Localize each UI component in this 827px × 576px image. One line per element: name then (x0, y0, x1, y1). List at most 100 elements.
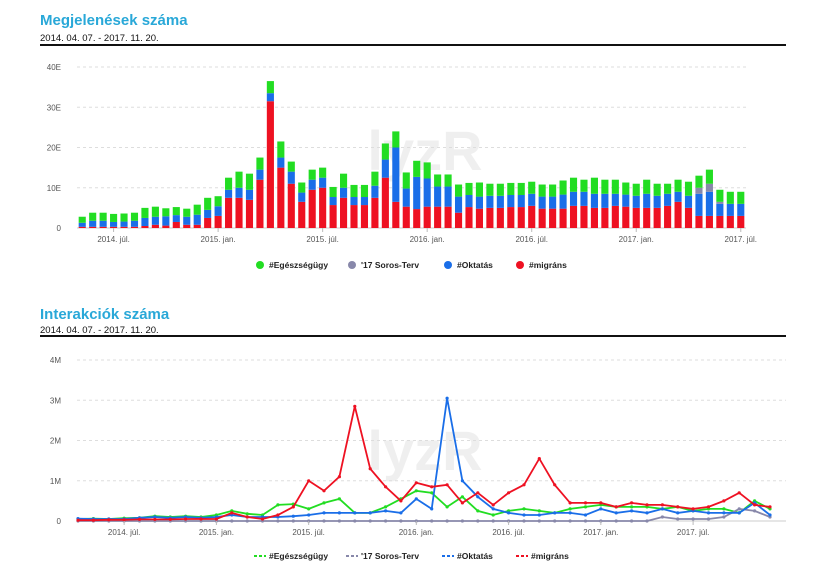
bar-migr-ns[interactable] (402, 206, 410, 228)
bar-migr-ns[interactable] (674, 201, 682, 228)
point-migr-ns[interactable] (307, 479, 311, 483)
bar-eg-szs-g-gy[interactable] (695, 175, 703, 188)
bar-eg-szs-g-gy[interactable] (517, 182, 525, 195)
bar-migr-ns[interactable] (580, 205, 588, 228)
point-oktat-s[interactable] (399, 511, 403, 515)
bar-eg-szs-g-gy[interactable] (256, 157, 264, 170)
bar-oktat-s[interactable] (193, 214, 201, 225)
bar-migr-ns[interactable] (496, 207, 504, 229)
point-oktat-s[interactable] (460, 479, 464, 483)
bar-migr-ns[interactable] (465, 207, 473, 228)
bar-eg-szs-g-gy[interactable] (549, 184, 557, 197)
point-eg-szs-g-gy[interactable] (522, 507, 526, 511)
bar-eg-szs-g-gy[interactable] (99, 212, 107, 221)
bar-oktat-s[interactable] (569, 191, 578, 206)
bar-migr-ns[interactable] (350, 205, 358, 228)
bar-migr-ns[interactable] (371, 197, 379, 228)
point-migr-ns[interactable] (522, 483, 526, 487)
bar-oktat-s[interactable] (360, 197, 369, 206)
point-17-soros-terv[interactable] (430, 519, 434, 523)
bar-oktat-s[interactable] (465, 195, 473, 208)
bar-migr-ns[interactable] (204, 217, 212, 228)
bar-oktat-s[interactable] (308, 179, 316, 190)
point-migr-ns[interactable] (614, 505, 618, 509)
point-eg-szs-g-gy[interactable] (630, 505, 634, 509)
point-oktat-s[interactable] (660, 507, 665, 511)
point-migr-ns[interactable] (460, 501, 464, 505)
bar-eg-szs-g-gy[interactable] (580, 179, 588, 192)
bar-eg-szs-g-gy[interactable] (454, 184, 463, 197)
point-migr-ns[interactable] (337, 475, 341, 479)
bar-eg-szs-g-gy[interactable] (569, 177, 578, 192)
bar-migr-ns[interactable] (705, 215, 713, 228)
bar-migr-ns[interactable] (444, 206, 452, 228)
bar-oktat-s[interactable] (695, 193, 703, 216)
bar-eg-szs-g-gy[interactable] (319, 167, 327, 178)
bar-migr-ns[interactable] (329, 205, 337, 228)
bar-migr-ns[interactable] (256, 179, 264, 228)
bar-oktat-s[interactable] (496, 195, 504, 208)
bar-migr-ns[interactable] (611, 205, 619, 228)
bar-eg-szs-g-gy[interactable] (434, 174, 442, 187)
bar-oktat-s[interactable] (423, 178, 431, 207)
point-oktat-s[interactable] (491, 507, 495, 511)
bar-migr-ns[interactable] (214, 215, 222, 228)
bar-eg-szs-g-gy[interactable] (444, 174, 452, 187)
point-oktat-s[interactable] (553, 511, 557, 515)
point-eg-szs-g-gy[interactable] (568, 507, 572, 511)
bar-oktat-s[interactable] (350, 197, 358, 206)
bar-eg-szs-g-gy[interactable] (622, 182, 630, 195)
bar-oktat-s[interactable] (225, 189, 233, 198)
bar-eg-szs-g-gy[interactable] (110, 213, 118, 222)
bar-oktat-s[interactable] (204, 209, 212, 218)
bar-migr-ns[interactable] (454, 212, 463, 228)
bar-oktat-s[interactable] (507, 195, 515, 208)
bar-oktat-s[interactable] (475, 196, 483, 209)
point-migr-ns[interactable] (276, 513, 280, 517)
bar-oktat-s[interactable] (287, 171, 295, 184)
point-oktat-s[interactable] (322, 511, 326, 515)
point-oktat-s[interactable] (568, 511, 572, 515)
bar-oktat-s[interactable] (162, 216, 170, 226)
bar-migr-ns[interactable] (475, 208, 483, 228)
bar-oktat-s[interactable] (434, 186, 442, 207)
bar-migr-ns[interactable] (486, 207, 494, 229)
bar-migr-ns[interactable] (559, 208, 567, 228)
point-migr-ns[interactable] (368, 467, 372, 471)
bar-eg-szs-g-gy[interactable] (371, 171, 379, 186)
bar-migr-ns[interactable] (162, 225, 170, 229)
point-migr-ns[interactable] (445, 483, 449, 487)
point-eg-szs-g-gy[interactable] (322, 501, 326, 505)
point-17-soros-terv[interactable] (537, 519, 541, 523)
point-migr-ns[interactable] (230, 511, 234, 515)
bar-eg-szs-g-gy[interactable] (507, 182, 515, 195)
chart1-legend-item-migr-ns[interactable]: #migráns (516, 260, 567, 270)
bar-migr-ns[interactable] (601, 207, 609, 229)
bar-oktat-s[interactable] (632, 195, 640, 208)
point-17-soros-terv[interactable] (630, 519, 634, 523)
point-oktat-s[interactable] (307, 513, 311, 517)
point-migr-ns[interactable] (168, 517, 172, 521)
bar-oktat-s[interactable] (486, 195, 494, 208)
bar-17-soros-terv[interactable] (705, 183, 713, 192)
point-17-soros-terv[interactable] (337, 519, 341, 523)
bar-oktat-s[interactable] (653, 195, 661, 208)
bar-eg-szs-g-gy[interactable] (287, 161, 295, 172)
point-migr-ns[interactable] (91, 518, 95, 522)
point-eg-szs-g-gy[interactable] (445, 505, 449, 509)
bar-eg-szs-g-gy[interactable] (643, 179, 651, 194)
bar-eg-szs-g-gy[interactable] (183, 208, 191, 217)
point-17-soros-terv[interactable] (568, 519, 572, 523)
point-migr-ns[interactable] (630, 501, 634, 505)
point-17-soros-terv[interactable] (660, 515, 665, 519)
point-eg-szs-g-gy[interactable] (537, 509, 541, 513)
bar-migr-ns[interactable] (225, 197, 233, 228)
bar-oktat-s[interactable] (371, 185, 379, 198)
bar-migr-ns[interactable] (110, 226, 118, 228)
bar-migr-ns[interactable] (120, 226, 128, 228)
point-migr-ns[interactable] (153, 517, 157, 521)
point-17-soros-terv[interactable] (245, 519, 249, 523)
point-17-soros-terv[interactable] (645, 519, 649, 523)
bar-migr-ns[interactable] (632, 207, 640, 229)
bar-oktat-s[interactable] (78, 222, 86, 227)
